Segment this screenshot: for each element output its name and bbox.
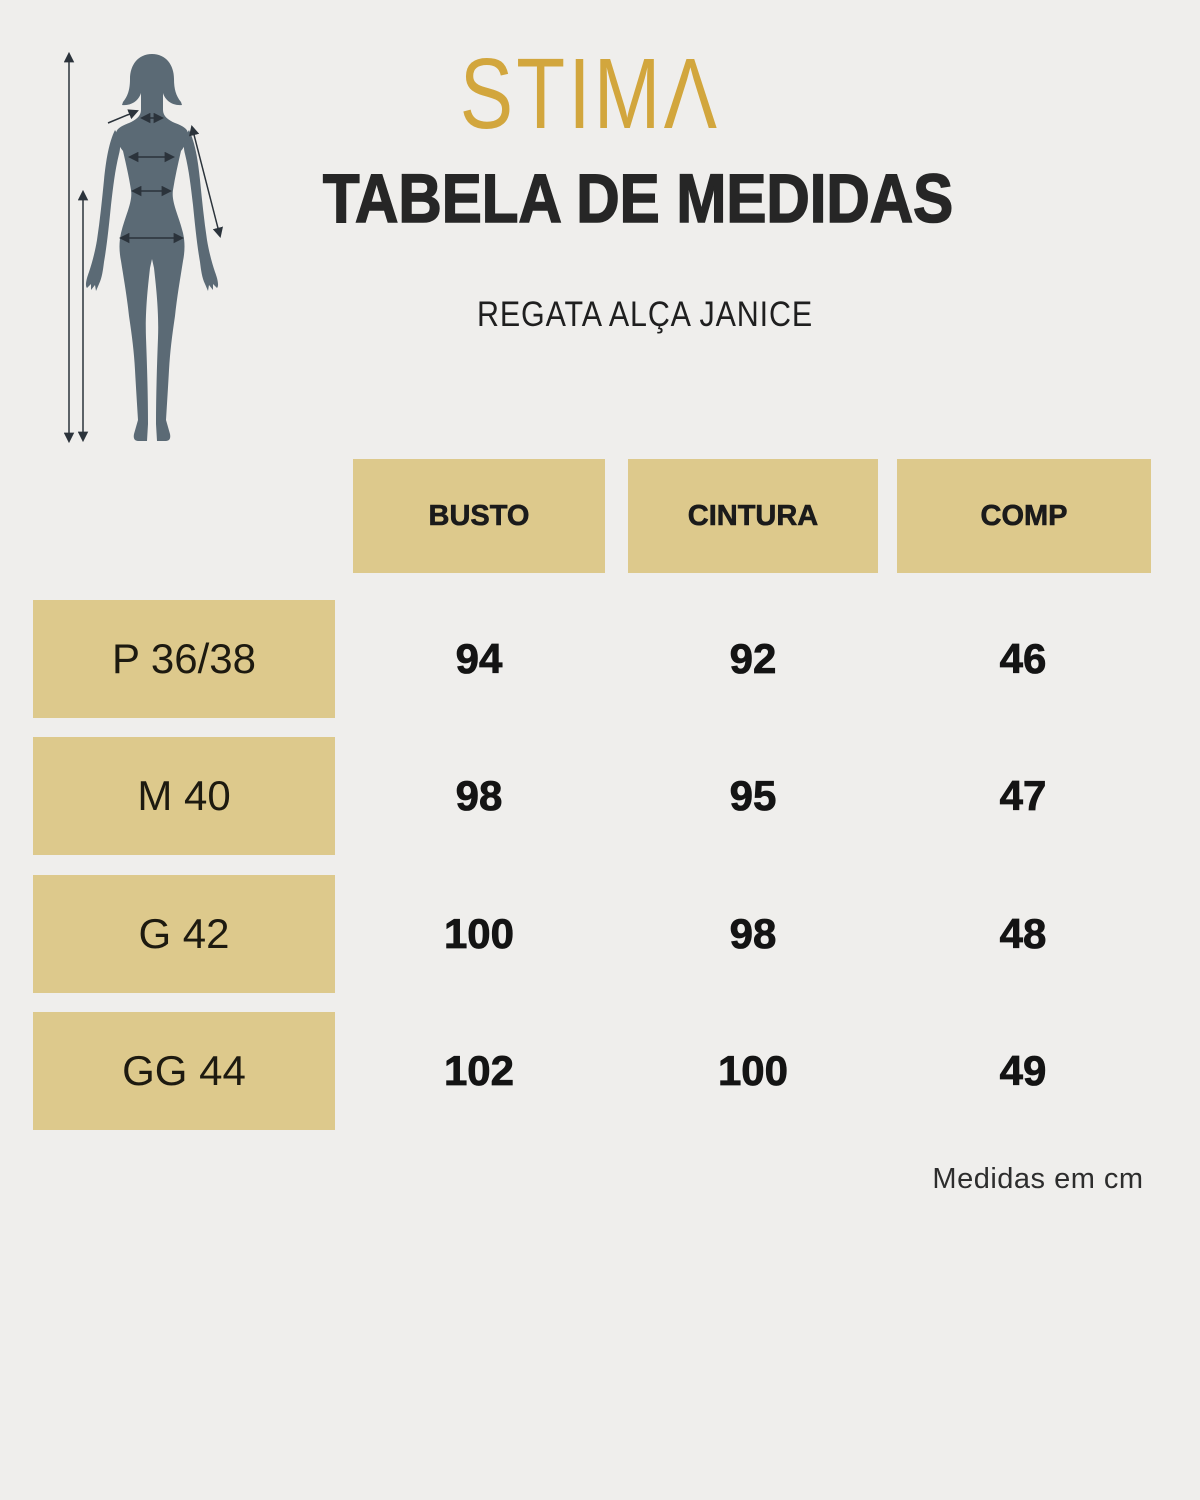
brand-logo: STIMΛ bbox=[459, 38, 721, 150]
sleeve-arrow-icon bbox=[189, 124, 223, 239]
size-label-g: G 42 bbox=[33, 875, 335, 993]
size-label-m: M 40 bbox=[33, 737, 335, 855]
units-note: Medidas em cm bbox=[932, 1163, 1144, 1195]
value-cell: 98 bbox=[455, 772, 503, 820]
value-cell: 49 bbox=[999, 1047, 1047, 1095]
size-label-gg: GG 44 bbox=[33, 1012, 335, 1130]
value-cell: 95 bbox=[729, 772, 777, 820]
column-header-busto: BUSTO bbox=[353, 459, 605, 573]
column-header-comp: COMP bbox=[897, 459, 1151, 573]
body-silhouette bbox=[85, 54, 219, 441]
value-cell: 94 bbox=[455, 635, 503, 683]
body-measurement-figure bbox=[63, 51, 223, 444]
value-cell: 98 bbox=[729, 910, 777, 958]
value-cell: 48 bbox=[999, 910, 1047, 958]
value-cell: 100 bbox=[717, 1047, 789, 1095]
shoulder-pointer-arrow-icon bbox=[107, 109, 139, 124]
value-cell: 46 bbox=[999, 635, 1047, 683]
product-name: REGATA ALÇA JANICE bbox=[476, 295, 814, 334]
value-cell: 100 bbox=[443, 910, 515, 958]
value-cell: 47 bbox=[999, 772, 1047, 820]
size-label-p: P 36/38 bbox=[33, 600, 335, 718]
value-cell: 92 bbox=[729, 635, 777, 683]
column-header-cintura: CINTURA bbox=[628, 459, 878, 573]
value-cell: 102 bbox=[443, 1047, 515, 1095]
page-title: TABELA DE MEDIDAS bbox=[322, 160, 954, 237]
